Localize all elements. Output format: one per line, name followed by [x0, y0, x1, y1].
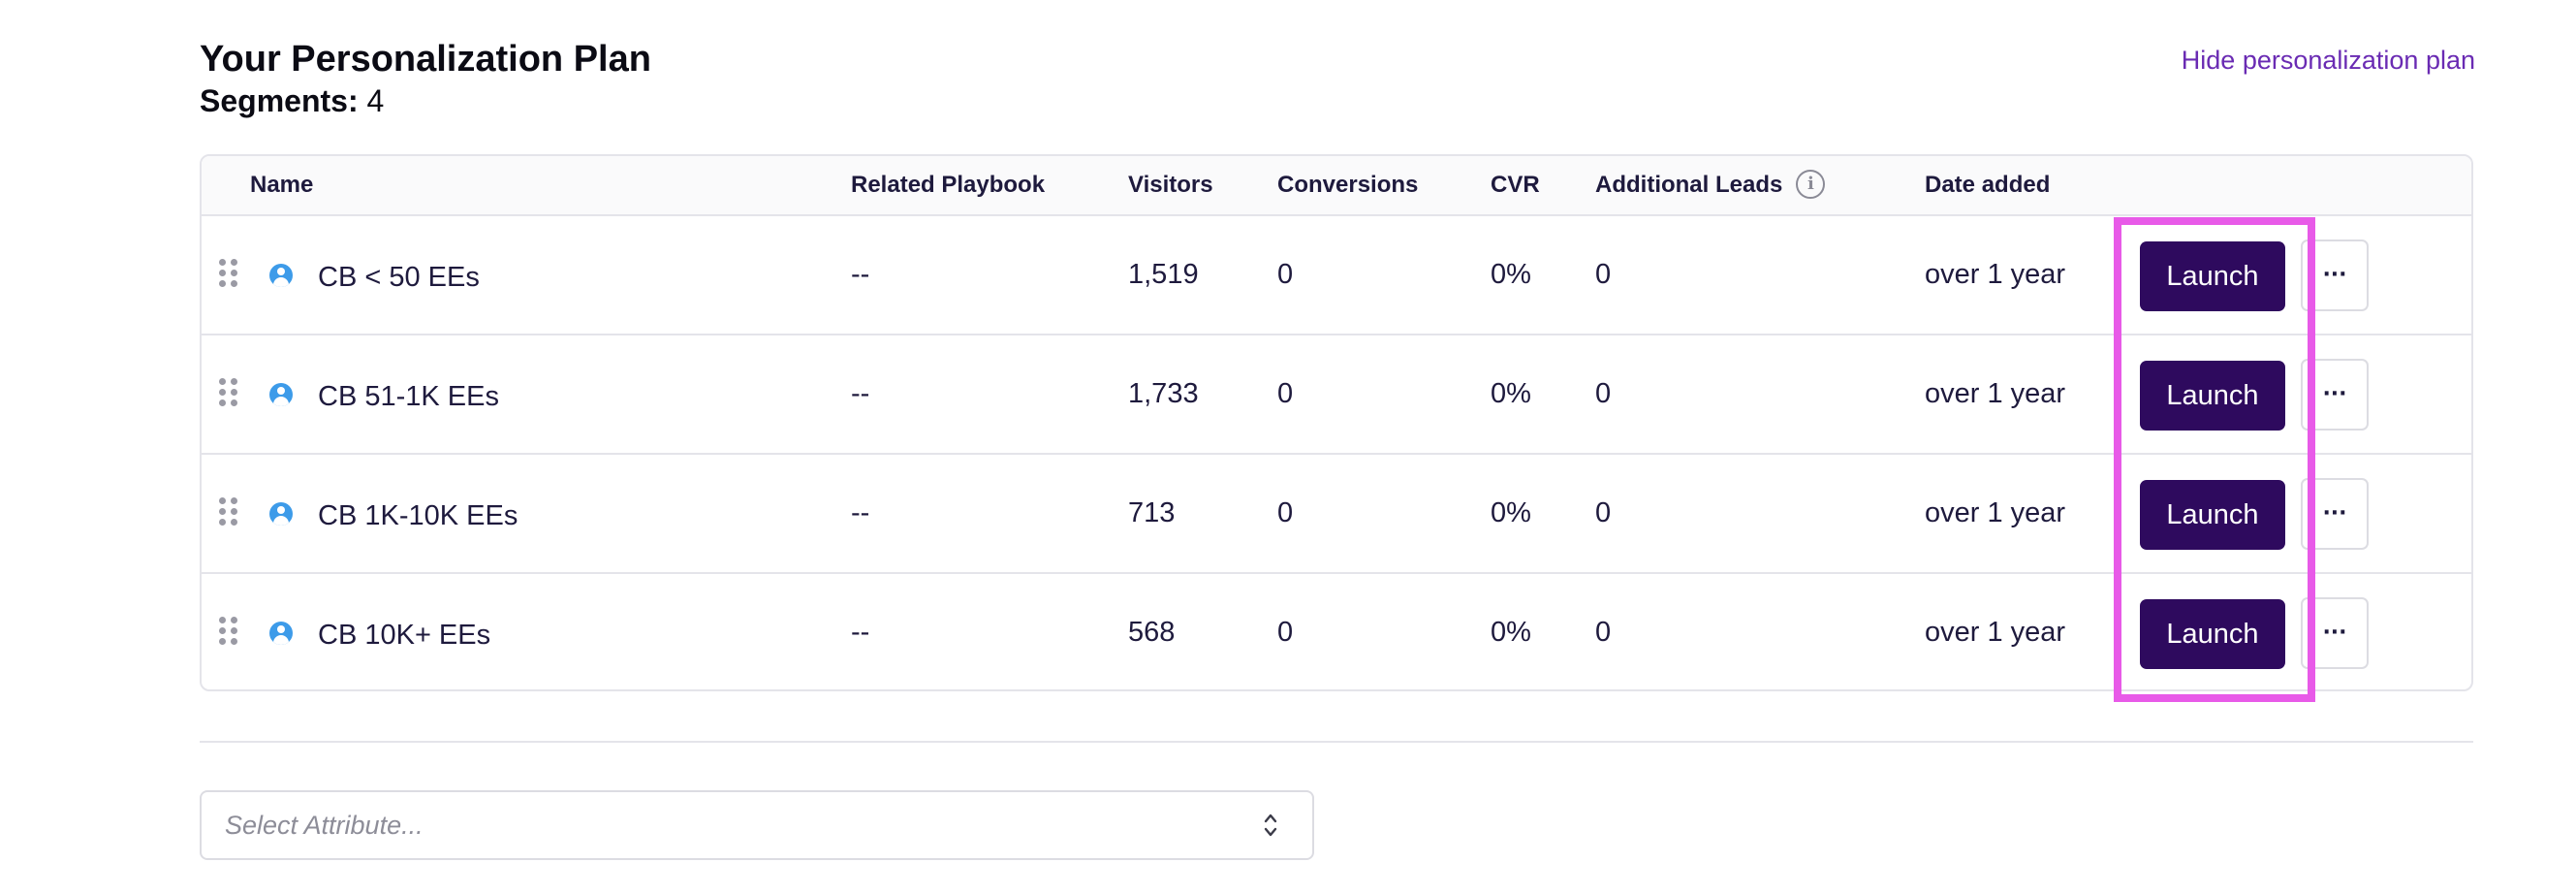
user-circle-icon — [269, 264, 293, 287]
related-playbook: -- — [851, 378, 870, 409]
cvr-value: 0% — [1491, 259, 1531, 290]
attribute-select[interactable]: Select Attribute... — [200, 790, 1314, 860]
hide-plan-link[interactable]: Hide personalization plan — [2181, 46, 2475, 75]
additional-leads-value: 0 — [1595, 259, 1612, 290]
table-row[interactable]: CB < 50 EEs -- 1,519 0 0% 0 over 1 year Launch ·… — [202, 216, 2471, 335]
additional-leads-value: 0 — [1595, 497, 1612, 528]
visitors-value: 1,519 — [1128, 259, 1199, 290]
date-added-value: over 1 year — [1925, 259, 2066, 290]
user-circle-icon — [269, 502, 293, 526]
more-options-button[interactable]: ··· — [2301, 597, 2369, 669]
segments-table: Name Related Playbook Visitors Conversio… — [200, 154, 2473, 691]
table-row[interactable]: CB 51-1K EEs -- 1,733 0 0% 0 over 1 year Launch… — [202, 335, 2471, 455]
column-header-leads[interactable]: Additional Leads i — [1595, 156, 1826, 214]
segment-name[interactable]: CB 1K-10K EEs — [318, 500, 518, 531]
segment-name[interactable]: CB < 50 EEs — [318, 262, 480, 293]
column-header-visitors[interactable]: Visitors — [1128, 172, 1213, 198]
chevron-up-down-icon — [1264, 814, 1277, 837]
date-added-value: over 1 year — [1925, 378, 2066, 409]
launch-button[interactable]: Launch — [2140, 599, 2285, 669]
table-header: Name Related Playbook Visitors Conversio… — [202, 156, 2471, 216]
table-row[interactable]: CB 10K+ EEs -- 568 0 0% 0 over 1 year Launch ··· — [202, 574, 2471, 689]
section-divider — [200, 741, 2473, 743]
segments-count: 4 — [366, 83, 385, 118]
date-added-value: over 1 year — [1925, 497, 2066, 528]
conversions-value: 0 — [1277, 617, 1294, 648]
conversions-value: 0 — [1277, 378, 1294, 409]
additional-leads-value: 0 — [1595, 617, 1612, 648]
user-circle-icon — [269, 622, 293, 645]
table-row[interactable]: CB 1K-10K EEs -- 713 0 0% 0 over 1 year Launch ·… — [202, 455, 2471, 574]
column-header-name[interactable]: Name — [250, 172, 314, 198]
conversions-value: 0 — [1277, 259, 1294, 290]
segment-name[interactable]: CB 51-1K EEs — [318, 381, 499, 412]
launch-button[interactable]: Launch — [2140, 361, 2285, 431]
related-playbook: -- — [851, 259, 870, 290]
drag-handle-icon[interactable] — [219, 497, 238, 527]
column-header-conversions[interactable]: Conversions — [1277, 172, 1419, 198]
visitors-value: 713 — [1128, 497, 1176, 528]
drag-handle-icon[interactable] — [219, 259, 238, 288]
related-playbook: -- — [851, 617, 870, 648]
column-header-leads-label: Additional Leads — [1595, 172, 1783, 198]
info-icon[interactable]: i — [1796, 169, 1826, 199]
drag-handle-icon[interactable] — [219, 378, 238, 407]
column-header-cvr[interactable]: CVR — [1491, 172, 1540, 198]
cvr-value: 0% — [1491, 378, 1531, 409]
launch-button[interactable]: Launch — [2140, 480, 2285, 550]
launch-button[interactable]: Launch — [2140, 241, 2285, 311]
cvr-value: 0% — [1491, 497, 1531, 528]
date-added-value: over 1 year — [1925, 617, 2066, 648]
attribute-select-placeholder: Select Attribute... — [225, 811, 424, 840]
column-header-date[interactable]: Date added — [1925, 172, 2051, 198]
column-header-playbook[interactable]: Related Playbook — [851, 172, 1046, 198]
drag-handle-icon[interactable] — [219, 617, 238, 646]
cvr-value: 0% — [1491, 617, 1531, 648]
visitors-value: 1,733 — [1128, 378, 1199, 409]
more-options-button[interactable]: ··· — [2301, 478, 2369, 550]
more-options-button[interactable]: ··· — [2301, 359, 2369, 431]
visitors-value: 568 — [1128, 617, 1176, 648]
conversions-value: 0 — [1277, 497, 1294, 528]
segment-name[interactable]: CB 10K+ EEs — [318, 620, 491, 651]
additional-leads-value: 0 — [1595, 378, 1612, 409]
segments-count-line: Segments: 4 — [200, 81, 384, 120]
related-playbook: -- — [851, 497, 870, 528]
user-circle-icon — [269, 383, 293, 406]
segments-label: Segments: — [200, 83, 359, 118]
more-options-button[interactable]: ··· — [2301, 239, 2369, 311]
page-title: Your Personalization Plan — [200, 39, 651, 80]
